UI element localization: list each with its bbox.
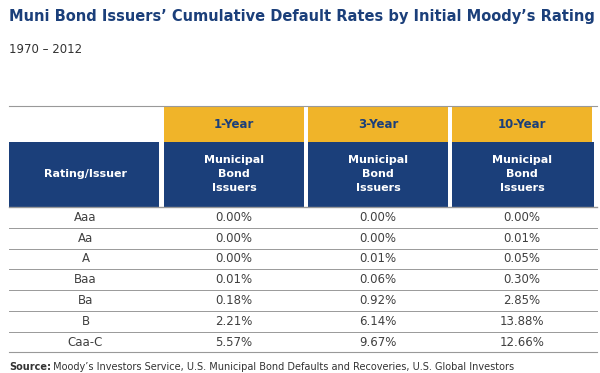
Text: 0.00%: 0.00% <box>215 211 253 224</box>
Text: 0.00%: 0.00% <box>215 253 253 266</box>
Bar <box>9 142 160 207</box>
Text: 0.30%: 0.30% <box>503 273 541 286</box>
Text: 12.66%: 12.66% <box>500 336 544 349</box>
Text: 0.00%: 0.00% <box>359 211 397 224</box>
Text: 13.88%: 13.88% <box>500 315 544 328</box>
Text: Aaa: Aaa <box>74 211 97 224</box>
Text: Municipal
Bond
Issuers: Municipal Bond Issuers <box>348 156 408 193</box>
Text: 3-Year: 3-Year <box>358 117 398 131</box>
Text: 0.92%: 0.92% <box>359 294 397 307</box>
Text: 2.21%: 2.21% <box>215 315 253 328</box>
Bar <box>164 106 304 142</box>
Text: Ba: Ba <box>78 294 93 307</box>
Text: 5.57%: 5.57% <box>215 336 253 349</box>
Text: 6.14%: 6.14% <box>359 315 397 328</box>
Text: Municipal
Bond
Issuers: Municipal Bond Issuers <box>204 156 264 193</box>
Text: Caa-C: Caa-C <box>68 336 103 349</box>
Bar <box>308 142 448 207</box>
Bar <box>164 142 304 207</box>
Text: 1970 – 2012: 1970 – 2012 <box>9 43 82 56</box>
Text: 0.01%: 0.01% <box>503 232 541 245</box>
Text: 0.18%: 0.18% <box>215 294 253 307</box>
Text: Moody’s Investors Service, U.S. Municipal Bond Defaults and Recoveries, U.S. Glo: Moody’s Investors Service, U.S. Municipa… <box>50 362 514 372</box>
Text: 0.00%: 0.00% <box>503 211 541 224</box>
Text: Baa: Baa <box>74 273 97 286</box>
Text: Aa: Aa <box>78 232 93 245</box>
Text: 0.06%: 0.06% <box>359 273 397 286</box>
Text: 0.01%: 0.01% <box>215 273 253 286</box>
Text: 0.00%: 0.00% <box>359 232 397 245</box>
Text: 0.01%: 0.01% <box>359 253 397 266</box>
Text: Muni Bond Issuers’ Cumulative Default Rates by Initial Moody’s Rating: Muni Bond Issuers’ Cumulative Default Ra… <box>9 9 595 24</box>
Text: 2.85%: 2.85% <box>503 294 541 307</box>
Text: Municipal
Bond
Issuers: Municipal Bond Issuers <box>492 156 552 193</box>
Bar <box>452 142 594 207</box>
Text: B: B <box>82 315 89 328</box>
Text: 10-Year: 10-Year <box>498 117 546 131</box>
Text: 0.05%: 0.05% <box>503 253 541 266</box>
Text: A: A <box>82 253 89 266</box>
Bar <box>452 106 592 142</box>
Text: 9.67%: 9.67% <box>359 336 397 349</box>
Text: 1-Year: 1-Year <box>214 117 254 131</box>
Bar <box>308 106 448 142</box>
Text: Source:: Source: <box>9 362 51 372</box>
Text: Rating/Issuer: Rating/Issuer <box>44 169 127 179</box>
Text: 0.00%: 0.00% <box>215 232 253 245</box>
